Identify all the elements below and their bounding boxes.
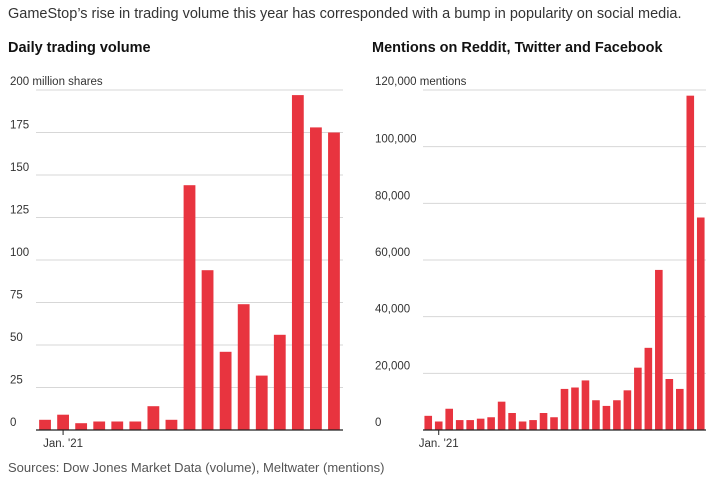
x-tick-label: Jan. '21 xyxy=(419,438,459,450)
y-tick-label: 100 xyxy=(10,247,29,259)
bar xyxy=(147,406,160,430)
bar xyxy=(237,304,250,430)
bar xyxy=(255,375,268,430)
bar xyxy=(508,413,516,430)
y-tick-label: 60,000 xyxy=(375,247,410,259)
bar xyxy=(466,420,474,430)
mentions-chart-title: Mentions on Reddit, Twitter and Facebook xyxy=(372,40,663,56)
bar xyxy=(93,421,106,430)
bar xyxy=(602,405,611,430)
y-tick-label: 150 xyxy=(10,162,29,174)
bar xyxy=(634,367,642,430)
bar xyxy=(676,388,684,430)
bar xyxy=(518,421,527,430)
bar xyxy=(424,415,433,430)
bar xyxy=(445,408,453,430)
y-tick-label: 75 xyxy=(10,290,23,302)
bar xyxy=(291,95,304,430)
bar xyxy=(310,127,322,431)
y-tick-label: 20,000 xyxy=(375,360,410,372)
bar xyxy=(487,417,495,430)
bar xyxy=(165,419,178,430)
bar xyxy=(581,380,590,430)
bar xyxy=(571,387,579,430)
bar xyxy=(201,270,214,430)
bar xyxy=(644,347,653,430)
mentions-chart: 0 20,000 40,000 60,000 80,000 100,000 120,000 … xyxy=(375,76,706,450)
bar xyxy=(455,420,464,430)
bar xyxy=(550,417,558,430)
volume-chart-title: Daily trading volume xyxy=(8,40,151,56)
bar xyxy=(75,423,88,430)
bar xyxy=(560,388,569,430)
bar xyxy=(476,418,485,430)
bar xyxy=(219,351,232,430)
volume-chart: 0 25 50 75 100 125 150 175 200 million shares Jan… xyxy=(10,76,343,450)
bar xyxy=(183,185,196,430)
y-tick-label: 200 million shares xyxy=(10,76,103,88)
bar xyxy=(273,334,286,430)
y-tick-label: 100,000 xyxy=(375,134,417,146)
y-tick-label: 25 xyxy=(10,375,23,387)
y-tick-label: 125 xyxy=(10,205,29,217)
y-tick-label: 40,000 xyxy=(375,304,410,316)
bar xyxy=(613,400,621,430)
bar xyxy=(328,132,340,430)
bar xyxy=(655,269,663,430)
bar xyxy=(39,419,51,430)
bar xyxy=(665,379,674,430)
y-tick-label: 120,000 mentions xyxy=(375,76,467,88)
bar xyxy=(57,414,69,430)
x-tick-label: Jan. '21 xyxy=(43,438,83,450)
y-tick-label: 0 xyxy=(10,417,16,429)
bar xyxy=(129,421,142,430)
y-tick-label: 80,000 xyxy=(375,190,410,202)
bar xyxy=(529,420,537,430)
y-tick-label: 0 xyxy=(375,417,381,429)
bar xyxy=(434,421,443,430)
bar xyxy=(539,413,548,430)
chart-caption: GameStop’s rise in trading volume this y… xyxy=(8,6,682,22)
bar xyxy=(592,400,600,430)
bar xyxy=(623,390,632,430)
y-tick-label: 175 xyxy=(10,120,29,132)
bar xyxy=(111,421,124,430)
bar xyxy=(696,217,705,430)
sources-note: Sources: Dow Jones Market Data (volume),… xyxy=(8,460,385,475)
y-tick-label: 50 xyxy=(10,332,23,344)
bar xyxy=(686,95,695,431)
bar xyxy=(497,401,506,430)
